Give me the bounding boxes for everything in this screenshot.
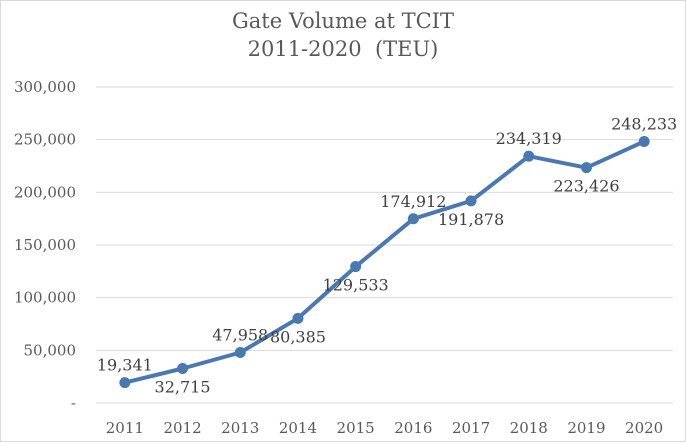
data-point — [638, 136, 650, 148]
data-label: 234,319 — [496, 129, 562, 148]
data-point — [465, 195, 477, 207]
data-point — [523, 150, 535, 162]
data-label: 19,341 — [97, 356, 153, 375]
y-tick-label: - — [71, 394, 76, 412]
x-tick-label: 2014 — [279, 419, 317, 437]
x-tick-label: 2019 — [567, 419, 605, 437]
data-label: 32,715 — [155, 378, 211, 397]
x-tick-label: 2013 — [221, 419, 259, 437]
x-tick-label: 2020 — [625, 419, 663, 437]
data-point — [234, 346, 246, 358]
data-point — [119, 377, 131, 389]
y-tick-label: 100,000 — [14, 289, 76, 307]
data-point — [292, 312, 304, 324]
chart-subtitle: 2011-2020 (TEU) — [247, 37, 439, 61]
data-label: 174,912 — [380, 192, 446, 211]
data-label: 248,233 — [611, 115, 677, 134]
y-tick-label: 300,000 — [14, 78, 76, 96]
x-tick-label: 2012 — [163, 419, 201, 437]
x-tick-label: 2017 — [452, 419, 490, 437]
y-tick-label: 200,000 — [14, 183, 76, 201]
data-point — [177, 363, 189, 375]
data-point — [350, 261, 362, 273]
y-tick-label: 150,000 — [14, 236, 76, 254]
series-line — [122, 139, 647, 385]
data-label: 80,385 — [270, 327, 326, 346]
y-tick-label: 50,000 — [24, 341, 77, 359]
data-label: 223,426 — [553, 177, 619, 196]
data-label: 191,878 — [438, 210, 504, 229]
x-tick-label: 2011 — [106, 419, 144, 437]
y-tick-label: 250,000 — [14, 131, 76, 149]
data-point — [580, 162, 592, 174]
x-tick-label: 2018 — [510, 419, 548, 437]
x-tick-label: 2016 — [394, 419, 432, 437]
data-point — [407, 213, 419, 225]
chart-title: Gate Volume at TCIT — [232, 9, 454, 33]
chart-title-block: Gate Volume at TCIT 2011-2020 (TEU) — [1, 7, 685, 63]
x-tick-label: 2015 — [337, 419, 375, 437]
data-label: 47,958 — [212, 325, 268, 344]
data-label: 129,533 — [323, 276, 389, 295]
